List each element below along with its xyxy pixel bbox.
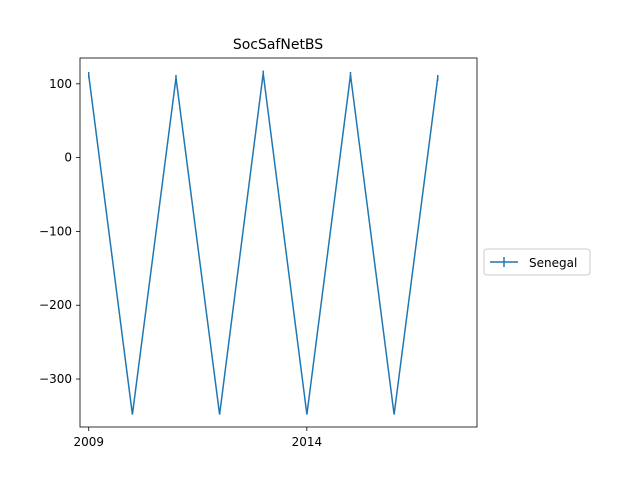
legend-label-senegal: Senegal [529,256,577,270]
y-tick-label: −200 [39,298,72,312]
x-tick-label: 2014 [292,435,323,449]
y-tick-label: −300 [39,372,72,386]
legend: Senegal [483,248,591,276]
legend-frame [483,248,591,276]
y-tick-label: 100 [49,77,72,91]
x-tick-label: 2009 [73,435,104,449]
chart-title: SocSafNetBS [233,37,323,53]
y-tick-label: 0 [64,151,72,165]
axes-frame [79,57,478,428]
plot-area: 100 0 −100 −200 −300 2009 2014 [39,57,478,449]
series-line-senegal [87,73,439,415]
y-tick-label: −100 [39,224,72,238]
